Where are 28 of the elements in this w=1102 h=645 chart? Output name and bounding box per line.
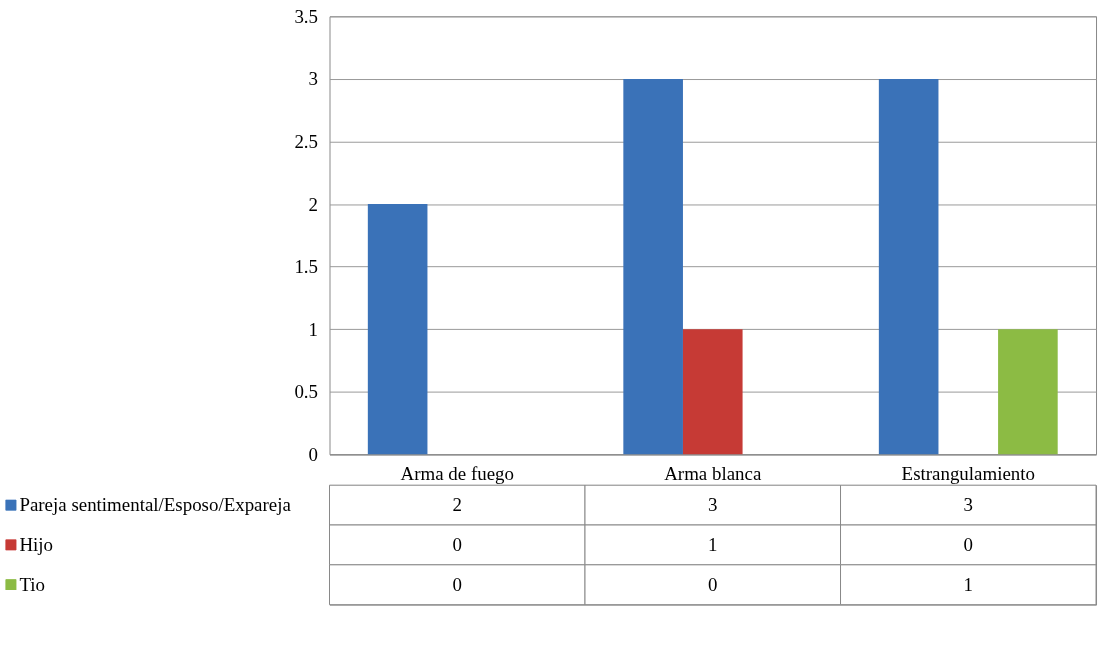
x-tick-label: Arma de fuego <box>400 462 514 484</box>
y-tick-label: 0.5 <box>294 381 319 403</box>
data-label: 3 <box>708 494 718 516</box>
y-tick-label: 1.5 <box>294 256 319 278</box>
data-label: 0 <box>708 573 718 595</box>
legend-label: Pareja sentimental/Esposo/Expareja <box>19 494 292 516</box>
y-tick-label: 2 <box>308 193 319 215</box>
legend-label: Hijo <box>19 533 54 555</box>
x-tick-label: Estrangulamiento <box>901 462 1035 484</box>
bar <box>998 329 1058 455</box>
y-tick-label: 3 <box>308 68 319 90</box>
bar <box>878 78 939 455</box>
data-label: 2 <box>452 494 462 516</box>
y-tick-label: 0 <box>308 443 319 465</box>
data-label: 1 <box>963 573 973 595</box>
y-tick-label: 3.5 <box>294 5 319 27</box>
data-label: 1 <box>708 533 718 555</box>
bar <box>682 329 743 455</box>
y-tick-label: 2.5 <box>294 130 319 152</box>
bar <box>623 78 683 455</box>
legend-label: Tio <box>19 573 46 595</box>
data-label: 0 <box>452 533 462 555</box>
bar <box>367 204 428 455</box>
data-label: 3 <box>963 494 973 516</box>
data-label: 0 <box>963 533 973 555</box>
data-label: 0 <box>452 573 462 595</box>
y-tick-label: 1 <box>308 318 319 340</box>
x-tick-label: Arma blanca <box>664 462 762 484</box>
